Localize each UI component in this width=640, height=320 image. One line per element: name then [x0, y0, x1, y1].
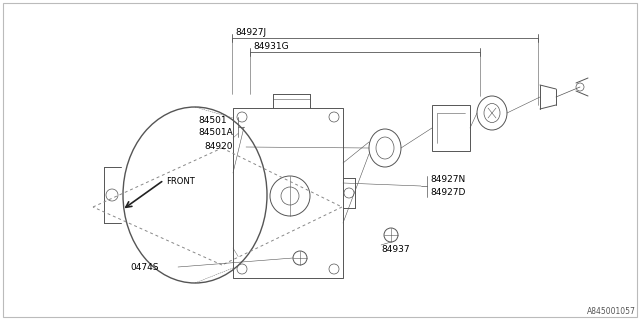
- Text: 0474S: 0474S: [130, 263, 159, 272]
- Text: 84937: 84937: [381, 245, 410, 254]
- Text: 84501: 84501: [198, 116, 227, 125]
- Text: 84927D: 84927D: [430, 188, 465, 197]
- Text: A845001057: A845001057: [587, 307, 636, 316]
- Text: 84927J: 84927J: [235, 28, 266, 37]
- Text: 84920: 84920: [204, 142, 232, 151]
- Text: 84501A: 84501A: [198, 128, 233, 137]
- Text: 84927N: 84927N: [430, 175, 465, 184]
- Bar: [432, 105, 470, 151]
- Bar: [233, 108, 343, 278]
- Text: 84931G: 84931G: [253, 42, 289, 51]
- Text: FRONT: FRONT: [166, 177, 195, 186]
